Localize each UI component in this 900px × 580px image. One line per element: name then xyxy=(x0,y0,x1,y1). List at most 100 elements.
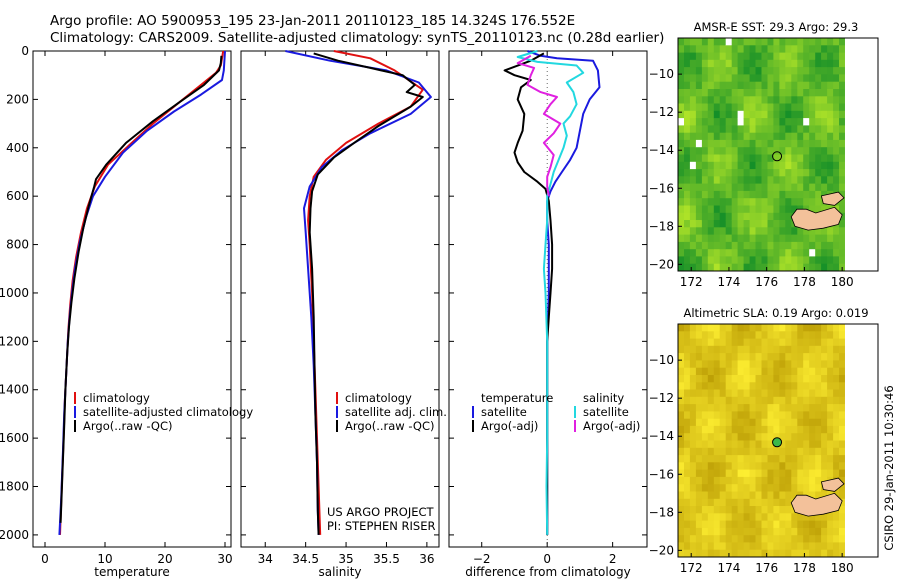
map-cell xyxy=(725,67,733,75)
map-cell xyxy=(797,132,804,141)
map-cell xyxy=(779,256,786,265)
map-cell xyxy=(797,469,804,478)
map-cell xyxy=(678,110,685,119)
map-cell xyxy=(827,535,834,543)
map-cell xyxy=(821,256,828,265)
map-cell xyxy=(678,227,685,235)
map-cell xyxy=(755,404,762,412)
map-cell xyxy=(815,183,822,192)
map-cell xyxy=(743,476,750,485)
map-cell xyxy=(719,263,727,272)
map-cell xyxy=(785,139,792,148)
map-cell xyxy=(827,520,834,529)
map-cell xyxy=(701,549,709,558)
map-cell xyxy=(707,205,715,214)
map-cell xyxy=(827,440,834,449)
map-cell xyxy=(689,491,697,500)
map-cell xyxy=(678,139,685,148)
map-cell xyxy=(839,118,846,126)
map-cell xyxy=(755,506,762,514)
map-cell xyxy=(821,74,828,83)
map-cell xyxy=(821,404,828,412)
map-cell xyxy=(767,241,774,250)
map-cell xyxy=(773,433,780,441)
map-cell xyxy=(755,263,762,272)
map-cell xyxy=(767,161,774,170)
map-cell xyxy=(761,147,768,155)
map-cell xyxy=(773,52,780,61)
map-cell xyxy=(701,59,709,68)
map-cell xyxy=(833,360,840,369)
map-cell xyxy=(833,404,840,412)
map-cell xyxy=(731,491,739,500)
map-cell xyxy=(791,263,798,272)
map-cell xyxy=(773,205,780,214)
map-cell xyxy=(749,506,756,514)
map-cell xyxy=(827,139,834,148)
map-cell xyxy=(827,433,834,441)
map-cell xyxy=(761,506,768,514)
map-cell xyxy=(821,396,828,405)
y-tick-label: −20 xyxy=(649,257,674,271)
map-cell xyxy=(713,118,721,126)
map-cell xyxy=(791,227,798,235)
map-cell xyxy=(701,440,709,449)
map-cell xyxy=(827,353,834,361)
map-cell xyxy=(833,169,840,177)
map-cell xyxy=(713,190,721,199)
map-cell xyxy=(767,396,774,405)
map-cell xyxy=(707,440,715,449)
map-cell xyxy=(737,462,744,470)
map-cell xyxy=(707,38,715,46)
map-cell xyxy=(737,440,744,449)
map-cell xyxy=(695,161,703,170)
map-cell xyxy=(821,338,828,347)
map-cell xyxy=(833,38,840,46)
map-cell xyxy=(791,96,798,104)
map-cell xyxy=(749,498,756,507)
map-cell xyxy=(713,425,721,434)
map-cell xyxy=(821,411,828,420)
map-cell xyxy=(707,382,715,390)
map-cell xyxy=(827,67,834,75)
map-cell xyxy=(773,447,780,456)
map-cell xyxy=(797,118,804,126)
map-cell xyxy=(839,169,846,177)
map-cell xyxy=(767,38,774,46)
map-cell xyxy=(809,353,816,361)
map-cell xyxy=(749,125,756,134)
map-cell xyxy=(773,96,780,104)
map-cell xyxy=(779,132,786,141)
map-cell xyxy=(743,535,750,543)
map-cell xyxy=(815,169,822,177)
map-cell xyxy=(689,353,697,361)
map-cell xyxy=(701,183,709,192)
map-cell xyxy=(689,345,697,354)
map-cell xyxy=(755,45,762,53)
map-cell xyxy=(719,220,727,228)
map-cell xyxy=(701,227,709,235)
map-cell xyxy=(689,425,697,434)
map-cell xyxy=(761,476,768,485)
map-cell xyxy=(743,96,750,104)
map-cell xyxy=(707,103,715,112)
map-cell xyxy=(701,404,709,412)
map-cell xyxy=(684,527,691,536)
map-cell xyxy=(695,103,703,112)
map-cell xyxy=(767,220,774,228)
map-cell xyxy=(737,59,744,68)
map-cell xyxy=(749,132,756,141)
map-cell xyxy=(701,74,709,83)
x-tick-label: 180 xyxy=(831,275,854,289)
map-cell xyxy=(773,183,780,192)
map-cell xyxy=(779,389,786,398)
map-cell xyxy=(707,132,715,141)
map-cell xyxy=(689,169,697,177)
map-cell xyxy=(707,527,715,536)
map-cell xyxy=(743,139,750,148)
map-cell xyxy=(797,139,804,148)
map-cell xyxy=(833,45,840,53)
map-cell xyxy=(803,396,810,405)
map-cell xyxy=(725,345,733,354)
map-cell xyxy=(678,212,685,221)
